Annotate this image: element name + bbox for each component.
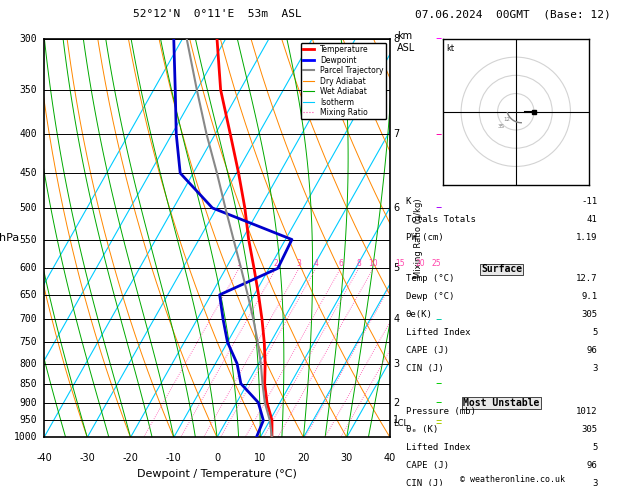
Text: 4: 4 (394, 314, 399, 324)
Text: 700: 700 (19, 314, 37, 324)
Text: 96: 96 (587, 461, 598, 470)
Text: 10: 10 (369, 260, 378, 268)
Text: 305: 305 (581, 425, 598, 434)
Text: 5: 5 (592, 328, 598, 337)
Text: 1: 1 (237, 260, 242, 268)
Text: CAPE (J): CAPE (J) (406, 346, 448, 355)
Text: 96: 96 (587, 346, 598, 355)
Text: –: – (435, 377, 442, 390)
Text: 1000: 1000 (14, 433, 37, 442)
Text: 30: 30 (341, 453, 353, 463)
Text: © weatheronline.co.uk: © weatheronline.co.uk (460, 474, 565, 484)
Text: CIN (J): CIN (J) (406, 479, 443, 486)
Text: hPa: hPa (0, 233, 19, 243)
Text: 15: 15 (396, 260, 405, 268)
Legend: Temperature, Dewpoint, Parcel Trajectory, Dry Adiabat, Wet Adiabat, Isotherm, Mi: Temperature, Dewpoint, Parcel Trajectory… (301, 43, 386, 120)
Text: Most Unstable: Most Unstable (464, 398, 540, 408)
Text: kt: kt (447, 44, 455, 53)
Text: 5: 5 (592, 443, 598, 452)
Text: 2: 2 (394, 398, 399, 408)
Text: 3: 3 (296, 260, 301, 268)
Text: θₑ (K): θₑ (K) (406, 425, 438, 434)
Text: 300: 300 (19, 34, 37, 44)
Text: Pressure (mb): Pressure (mb) (406, 407, 476, 416)
Text: Temp (°C): Temp (°C) (406, 274, 454, 283)
Text: –: – (435, 313, 442, 326)
Text: 12.7: 12.7 (576, 274, 598, 283)
Text: 800: 800 (19, 359, 37, 368)
Text: 305: 305 (581, 310, 598, 319)
Text: 6: 6 (338, 260, 343, 268)
Text: PW (cm): PW (cm) (406, 233, 443, 242)
Text: -40: -40 (36, 453, 52, 463)
Text: 20: 20 (298, 453, 309, 463)
Text: 350: 350 (19, 85, 37, 95)
Text: 1012: 1012 (576, 407, 598, 416)
Text: 7: 7 (394, 129, 399, 139)
Text: 500: 500 (19, 203, 37, 213)
Text: 3: 3 (592, 479, 598, 486)
Text: K: K (406, 197, 411, 206)
Text: 650: 650 (19, 290, 37, 300)
Text: 900: 900 (19, 398, 37, 408)
Text: θe(K): θe(K) (406, 310, 433, 319)
Text: 1: 1 (394, 416, 399, 425)
Text: 10: 10 (254, 453, 266, 463)
Text: km
ASL: km ASL (397, 31, 415, 52)
Text: 850: 850 (19, 379, 37, 389)
Text: -20: -20 (123, 453, 138, 463)
Text: 400: 400 (19, 129, 37, 139)
Text: -10: -10 (166, 453, 182, 463)
Text: 07.06.2024  00GMT  (Base: 12): 07.06.2024 00GMT (Base: 12) (415, 9, 611, 19)
Text: Mixing Ratio (g/kg): Mixing Ratio (g/kg) (415, 198, 423, 278)
Text: –: – (435, 202, 442, 214)
Text: 1.19: 1.19 (576, 233, 598, 242)
Text: 8: 8 (394, 34, 399, 44)
Text: 8: 8 (357, 260, 361, 268)
Text: -30: -30 (79, 453, 95, 463)
Text: 4: 4 (313, 260, 318, 268)
Text: Lifted Index: Lifted Index (406, 328, 470, 337)
Text: 40: 40 (384, 453, 396, 463)
Text: 20: 20 (416, 260, 425, 268)
Text: –: – (435, 396, 442, 409)
Text: 750: 750 (19, 337, 37, 347)
Text: CIN (J): CIN (J) (406, 364, 443, 373)
Text: 600: 600 (19, 263, 37, 273)
Text: 5: 5 (394, 263, 399, 273)
Text: –: – (435, 128, 442, 140)
Text: LCL: LCL (394, 419, 409, 428)
Text: –: – (435, 33, 442, 45)
Text: Dewpoint / Temperature (°C): Dewpoint / Temperature (°C) (137, 469, 297, 479)
Text: –: – (435, 414, 442, 427)
Text: 6: 6 (394, 203, 399, 213)
Text: 12: 12 (503, 117, 510, 122)
Text: Surface: Surface (481, 264, 522, 275)
Text: 2: 2 (274, 260, 279, 268)
Text: 450: 450 (19, 168, 37, 178)
Text: 3: 3 (592, 364, 598, 373)
Text: 3S: 3S (498, 124, 504, 129)
Text: 52°12'N  0°11'E  53m  ASL: 52°12'N 0°11'E 53m ASL (133, 9, 301, 19)
Text: 25: 25 (431, 260, 441, 268)
Text: CAPE (J): CAPE (J) (406, 461, 448, 470)
Text: Totals Totals: Totals Totals (406, 215, 476, 224)
Text: 950: 950 (19, 416, 37, 425)
Text: Dewp (°C): Dewp (°C) (406, 292, 454, 301)
Text: 550: 550 (19, 235, 37, 244)
Text: 3: 3 (394, 359, 399, 368)
Text: 9.1: 9.1 (581, 292, 598, 301)
Text: -11: -11 (581, 197, 598, 206)
Text: Lifted Index: Lifted Index (406, 443, 470, 452)
Text: –: – (435, 417, 442, 431)
Text: 41: 41 (587, 215, 598, 224)
Text: 0: 0 (214, 453, 220, 463)
